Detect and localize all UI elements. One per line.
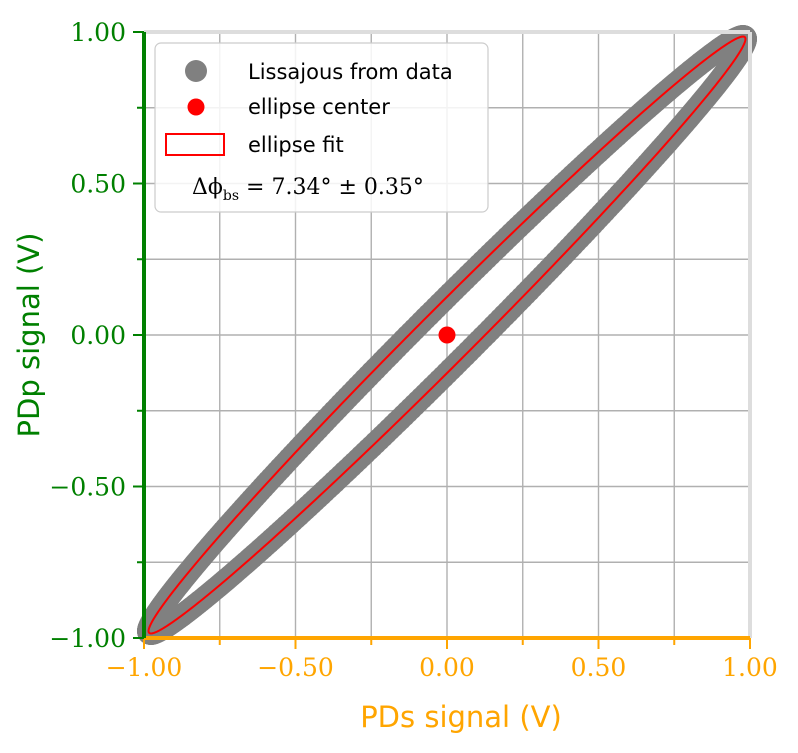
x-tick-label: 0.00	[419, 653, 475, 682]
y-tick-label: −1.00	[49, 624, 126, 653]
x-axis-ticks: −1.00 −0.50 0.00 0.50 1.00	[106, 638, 778, 682]
ellipse-fit-line	[147, 35, 747, 635]
legend-label-ellipse-fit: ellipse fit	[248, 133, 344, 157]
x-axis-label: PDs signal (V)	[360, 700, 562, 734]
legend-marker-ellipse-fit	[165, 133, 225, 156]
x-tick-label: 1.00	[722, 653, 778, 682]
phase-symbol: Δϕ	[192, 175, 223, 200]
legend-label-center: ellipse center	[248, 95, 390, 119]
ellipse-center-point	[438, 326, 456, 344]
y-axis-ticks: −1.00 −0.50 0.00 0.50 1.00	[49, 18, 144, 653]
x-tick-label: −1.00	[106, 653, 183, 682]
y-tick-label: 1.00	[70, 18, 126, 47]
x-tick-label: 0.50	[571, 653, 627, 682]
phase-value: = 7.34° ± 0.35°	[239, 175, 424, 200]
legend-marker-lissajous	[185, 60, 207, 82]
y-tick-label: 0.00	[70, 321, 126, 350]
y-tick-label: 0.50	[70, 170, 126, 199]
x-tick-label: −0.50	[257, 653, 334, 682]
legend-marker-center	[187, 98, 205, 116]
y-axis-label: PDp signal (V)	[12, 233, 46, 438]
phase-annotation: Δϕbs = 7.34° ± 0.35°	[192, 175, 424, 204]
legend: Lissajous from data ellipse center ellip…	[154, 42, 489, 213]
legend-box	[154, 42, 489, 213]
y-tick-label: −0.50	[49, 473, 126, 502]
phase-subscript: bs	[223, 188, 239, 204]
legend-label-lissajous: Lissajous from data	[248, 60, 453, 84]
